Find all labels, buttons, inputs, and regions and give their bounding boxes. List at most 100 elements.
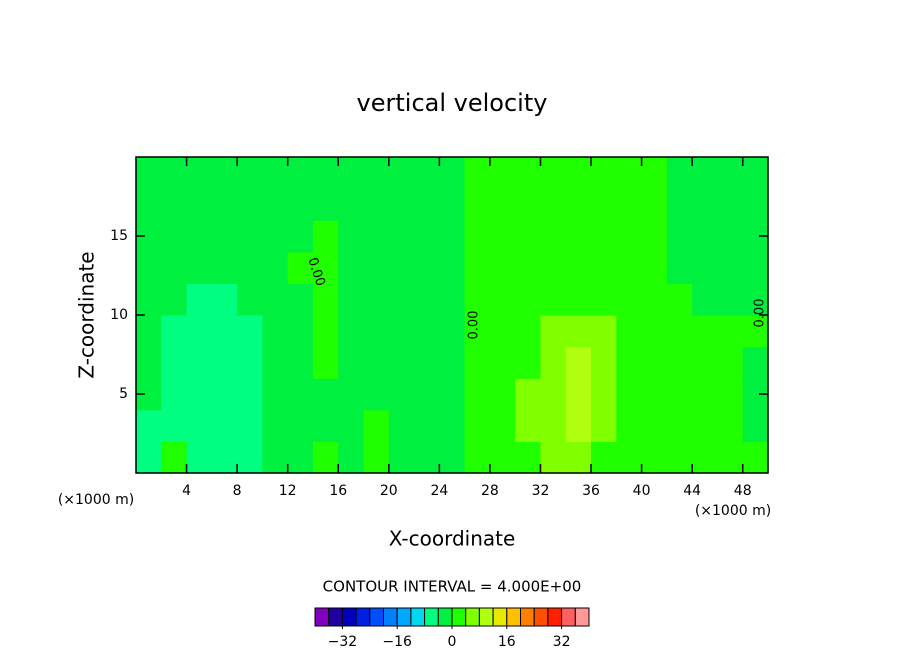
colorbar-swatch	[547, 607, 563, 627]
contour-cell	[211, 157, 238, 190]
contour-cell	[489, 251, 516, 284]
contour-cell	[211, 346, 238, 379]
contour-cell	[717, 251, 744, 284]
colorbar-swatch	[465, 607, 480, 627]
x-tick-label: 4	[182, 483, 191, 499]
contour-cell	[338, 251, 365, 284]
contour-cell	[262, 441, 289, 474]
x-tick-label: 20	[380, 483, 398, 499]
contour-cell	[540, 220, 567, 253]
contour-cell	[616, 441, 643, 474]
contour-cell	[363, 157, 390, 190]
contour-cell	[641, 251, 668, 284]
contour-cell	[439, 251, 466, 284]
contour-cell	[565, 157, 592, 190]
contour-cell	[540, 315, 567, 348]
contour-cell	[464, 188, 491, 221]
x-tick-label: 16	[329, 483, 347, 499]
x-tick-label: 36	[582, 483, 600, 499]
contour-cell	[464, 251, 491, 284]
colorbar-tick-label: −16	[382, 634, 412, 650]
contour-cell	[439, 378, 466, 411]
contour-cell	[742, 346, 769, 379]
contour-cell	[717, 220, 744, 253]
contour-cell	[186, 346, 213, 379]
contour-cell	[237, 315, 263, 348]
colorbar-swatch	[328, 607, 343, 627]
contour-cell	[262, 315, 289, 348]
contour-cell	[262, 283, 289, 316]
contour-cell	[515, 188, 542, 221]
contour-cell	[692, 346, 719, 379]
contour-cell	[692, 378, 719, 411]
contour-cell	[439, 409, 466, 442]
contour-cell	[742, 409, 769, 442]
colorbar-swatch	[424, 607, 439, 627]
contour-cell	[136, 315, 162, 348]
contour-cell	[591, 409, 617, 442]
contour-cell	[515, 251, 542, 284]
contour-cell	[363, 346, 390, 379]
y-axis-label: Z-coordinate	[75, 251, 99, 378]
contour-cell	[237, 346, 263, 379]
contour-cell	[161, 188, 188, 221]
contour-cell	[641, 157, 668, 190]
contour-cell	[136, 157, 162, 190]
contour-cell	[388, 441, 415, 474]
colorbar-swatch	[574, 607, 590, 627]
x-tick-label: 24	[430, 483, 448, 499]
contour-cell	[237, 283, 263, 316]
contour-cell	[515, 283, 542, 316]
contour-cell	[464, 283, 491, 316]
contour-cell	[388, 409, 415, 442]
contour-cell	[742, 251, 769, 284]
contour-cell	[742, 283, 769, 316]
contour-cell	[666, 283, 693, 316]
contour-cell	[540, 441, 567, 474]
contour-cell	[565, 283, 592, 316]
colorbar-swatch	[314, 607, 330, 627]
contour-cell	[616, 378, 643, 411]
contour-cell	[287, 283, 314, 316]
contour-cell	[515, 441, 542, 474]
contour-cell	[161, 315, 188, 348]
contour-cell	[161, 441, 188, 474]
contour-cell	[186, 283, 213, 316]
contour-cell	[489, 157, 516, 190]
contour-cell	[616, 409, 643, 442]
contour-cell	[692, 251, 719, 284]
contour-cell	[338, 283, 365, 316]
contour-cell	[136, 409, 162, 442]
contour-cell	[489, 441, 516, 474]
contour-cell	[287, 251, 314, 284]
x-tick-label: 48	[734, 483, 752, 499]
contour-cell	[565, 409, 592, 442]
contour-cell	[641, 441, 668, 474]
contour-cell	[136, 441, 162, 474]
contour-cell	[616, 251, 643, 284]
contour-cell	[540, 251, 567, 284]
contour-cell	[515, 346, 542, 379]
contour-cell	[237, 157, 263, 190]
contour-cell	[161, 157, 188, 190]
contour-cell	[211, 315, 238, 348]
contour-cell	[136, 188, 162, 221]
y-tick-label: 10	[110, 307, 128, 323]
contour-cell	[464, 315, 491, 348]
contour-cell	[287, 157, 314, 190]
contour-cell	[565, 251, 592, 284]
contour-cell	[439, 188, 466, 221]
contour-cell	[287, 220, 314, 253]
contour-cell	[388, 378, 415, 411]
contour-cell	[464, 441, 491, 474]
contour-cell	[641, 409, 668, 442]
contour-cell	[414, 378, 440, 411]
contour-cell	[464, 378, 491, 411]
contour-cell	[464, 157, 491, 190]
contour-cell	[565, 441, 592, 474]
contour-cell	[742, 188, 769, 221]
contour-cell	[540, 157, 567, 190]
contour-cell	[312, 315, 339, 348]
contour-cell	[312, 220, 339, 253]
x-tick-label: 32	[532, 483, 550, 499]
